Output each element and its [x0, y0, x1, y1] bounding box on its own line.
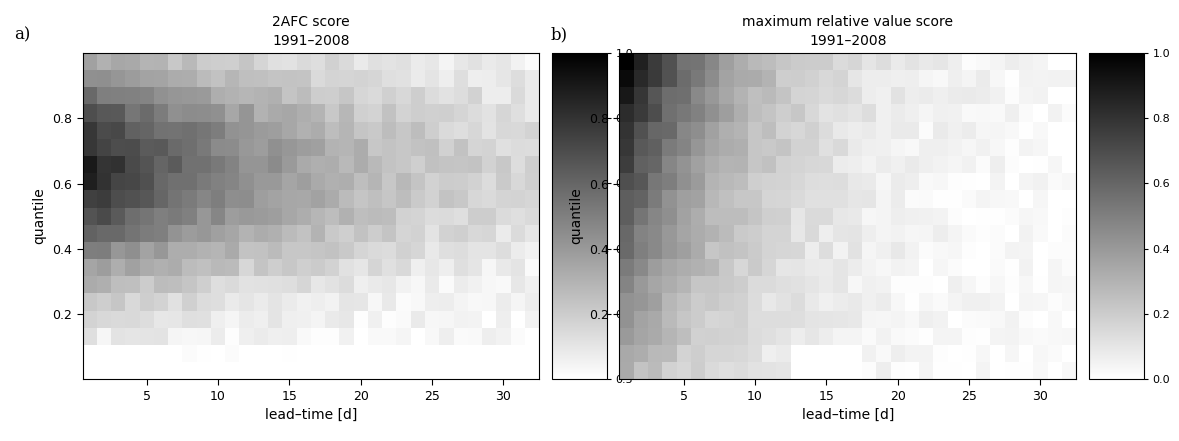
Y-axis label: quantile: quantile: [569, 188, 584, 244]
Y-axis label: quantile: quantile: [33, 188, 46, 244]
X-axis label: lead–time [d]: lead–time [d]: [264, 408, 357, 422]
X-axis label: lead–time [d]: lead–time [d]: [802, 408, 894, 422]
Text: b): b): [551, 27, 568, 44]
Text: a): a): [14, 27, 31, 44]
Title: 2AFC score
1991–2008: 2AFC score 1991–2008: [272, 15, 350, 48]
Title: maximum relative value score
1991–2008: maximum relative value score 1991–2008: [743, 15, 954, 48]
